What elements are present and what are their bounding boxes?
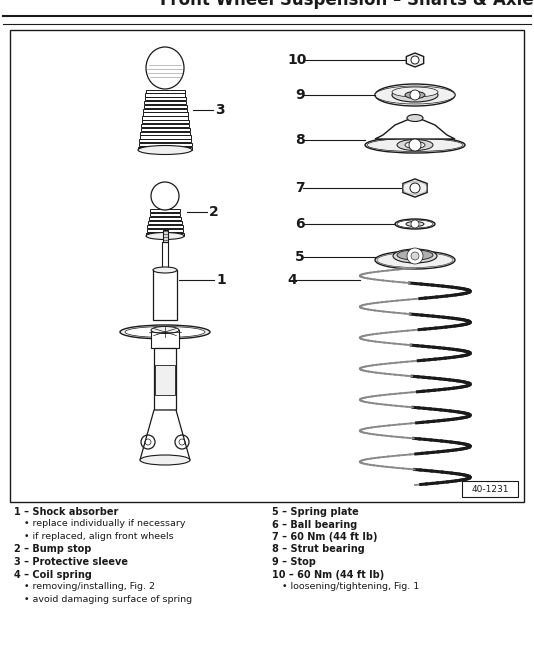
Polygon shape — [406, 53, 423, 67]
FancyBboxPatch shape — [141, 124, 189, 127]
FancyBboxPatch shape — [139, 135, 191, 138]
Text: 1: 1 — [216, 273, 226, 287]
Circle shape — [411, 56, 419, 64]
Ellipse shape — [120, 325, 210, 339]
Ellipse shape — [405, 92, 425, 99]
Text: 10 – 60 Nm (44 ft lb): 10 – 60 Nm (44 ft lb) — [272, 569, 384, 580]
Ellipse shape — [138, 146, 192, 155]
FancyBboxPatch shape — [142, 116, 188, 120]
Text: 40-1231: 40-1231 — [471, 484, 509, 493]
FancyBboxPatch shape — [144, 101, 186, 104]
Text: 4: 4 — [287, 273, 297, 287]
FancyBboxPatch shape — [138, 143, 192, 146]
Text: 2: 2 — [209, 205, 219, 219]
Ellipse shape — [146, 47, 184, 89]
Ellipse shape — [375, 84, 455, 106]
Text: 7 – 60 Nm (44 ft lb): 7 – 60 Nm (44 ft lb) — [272, 532, 378, 542]
Text: 9 – Stop: 9 – Stop — [272, 557, 316, 567]
Bar — [162, 230, 168, 242]
Circle shape — [407, 248, 423, 264]
FancyBboxPatch shape — [150, 213, 180, 216]
Ellipse shape — [406, 222, 424, 226]
FancyBboxPatch shape — [145, 94, 185, 97]
Ellipse shape — [393, 249, 437, 263]
Ellipse shape — [397, 250, 433, 260]
Ellipse shape — [397, 140, 433, 151]
FancyBboxPatch shape — [145, 90, 185, 93]
Ellipse shape — [125, 326, 205, 337]
Text: • avoid damaging surface of spring: • avoid damaging surface of spring — [24, 595, 192, 603]
FancyBboxPatch shape — [146, 233, 184, 236]
Bar — [462, 481, 518, 497]
Text: 4 – Coil spring: 4 – Coil spring — [14, 569, 92, 580]
Ellipse shape — [375, 251, 455, 269]
Text: • replace individually if necessary: • replace individually if necessary — [24, 519, 185, 528]
Text: 6 – Ball bearing: 6 – Ball bearing — [272, 519, 357, 530]
Circle shape — [410, 183, 420, 193]
Text: 3 – Protective sleeve: 3 – Protective sleeve — [14, 557, 128, 567]
Ellipse shape — [153, 267, 177, 273]
FancyBboxPatch shape — [140, 127, 190, 131]
FancyBboxPatch shape — [143, 109, 187, 112]
Bar — [10, 30, 524, 502]
Ellipse shape — [151, 326, 179, 333]
Bar — [155, 365, 175, 395]
Ellipse shape — [140, 455, 190, 465]
Text: • loosening/tightening, Fig. 1: • loosening/tightening, Fig. 1 — [282, 582, 419, 591]
FancyBboxPatch shape — [148, 221, 182, 224]
FancyBboxPatch shape — [144, 105, 186, 108]
Text: 3: 3 — [215, 103, 225, 117]
Text: 5: 5 — [295, 250, 305, 264]
Ellipse shape — [407, 114, 423, 122]
FancyBboxPatch shape — [142, 120, 189, 124]
Ellipse shape — [392, 88, 438, 102]
Ellipse shape — [151, 182, 179, 210]
Ellipse shape — [395, 219, 435, 229]
Text: 6: 6 — [295, 217, 304, 231]
Text: 9: 9 — [295, 88, 304, 102]
Text: 8: 8 — [295, 133, 305, 147]
FancyBboxPatch shape — [147, 229, 183, 232]
Bar — [162, 242, 168, 270]
Ellipse shape — [375, 86, 455, 104]
Circle shape — [409, 139, 421, 151]
Circle shape — [410, 90, 420, 100]
Circle shape — [411, 252, 419, 260]
Text: • removing/installing, Fig. 2: • removing/installing, Fig. 2 — [24, 582, 155, 591]
Ellipse shape — [392, 87, 438, 97]
Polygon shape — [403, 179, 427, 197]
Text: 1 – Shock absorber: 1 – Shock absorber — [14, 507, 119, 517]
FancyBboxPatch shape — [139, 139, 191, 142]
Text: 8 – Strut bearing: 8 – Strut bearing — [272, 545, 365, 554]
FancyBboxPatch shape — [150, 209, 180, 212]
FancyBboxPatch shape — [147, 225, 183, 228]
Circle shape — [411, 220, 419, 228]
Ellipse shape — [403, 182, 428, 194]
Bar — [153, 270, 177, 320]
Text: 10: 10 — [287, 53, 307, 67]
Text: 2 – Bump stop: 2 – Bump stop — [14, 545, 91, 554]
FancyBboxPatch shape — [140, 131, 190, 135]
Text: Front Wheel Suspension – Shafts & Axle: Front Wheel Suspension – Shafts & Axle — [160, 0, 534, 9]
Ellipse shape — [397, 220, 433, 228]
Ellipse shape — [377, 252, 453, 268]
Bar — [154, 348, 176, 410]
Text: 7: 7 — [295, 181, 304, 195]
Ellipse shape — [367, 138, 463, 151]
Ellipse shape — [365, 137, 465, 153]
FancyBboxPatch shape — [145, 98, 185, 101]
Bar — [151, 330, 179, 348]
FancyBboxPatch shape — [138, 147, 192, 150]
Ellipse shape — [405, 142, 425, 148]
FancyBboxPatch shape — [143, 112, 187, 116]
Polygon shape — [375, 118, 455, 139]
FancyBboxPatch shape — [149, 217, 181, 220]
Text: • if replaced, align front wheels: • if replaced, align front wheels — [24, 532, 174, 541]
Polygon shape — [140, 410, 190, 460]
Ellipse shape — [146, 233, 184, 239]
Text: 5 – Spring plate: 5 – Spring plate — [272, 507, 359, 517]
